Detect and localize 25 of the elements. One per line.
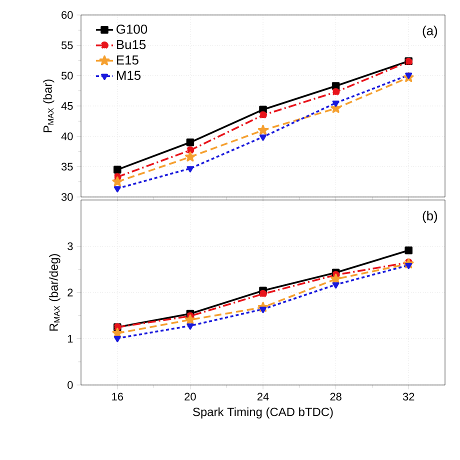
y-tick-label: 45 <box>61 102 73 110</box>
x-tick-label: 28 <box>330 392 342 401</box>
x-tick-label: 32 <box>402 392 414 401</box>
x-axis-title: Spark Timing (CAD bTDC) <box>193 407 333 419</box>
x-tick-label: 16 <box>112 392 124 401</box>
y-tick-label: 30 <box>61 193 73 201</box>
legend-label: M15 <box>116 70 141 80</box>
y-tick-label: 0 <box>68 381 73 389</box>
legend-label: G100 <box>116 24 148 34</box>
y-tick-label: 35 <box>61 162 73 171</box>
y-tick-label: 60 <box>62 11 73 19</box>
annotation: (a) <box>422 26 438 38</box>
x-tick-label: 20 <box>184 392 196 401</box>
y-tick-label: 40 <box>61 132 73 140</box>
x-tick-label: 24 <box>257 392 269 400</box>
y-tick-label: 1 <box>68 334 73 343</box>
y-tick-label: 50 <box>61 72 73 80</box>
y-axis-title: R$_{MAX}$ (bar/deg) <box>49 254 60 331</box>
annotation: (b) <box>422 210 438 223</box>
y-axis-title: P$_{MAX}$ (bar) <box>43 80 54 132</box>
legend-label: Bu15 <box>116 40 146 50</box>
y-tick-label: 55 <box>61 42 73 50</box>
y-tick-label: 2 <box>68 288 73 296</box>
legend-label: E15 <box>116 56 138 65</box>
y-tick-label: 3 <box>68 242 73 250</box>
